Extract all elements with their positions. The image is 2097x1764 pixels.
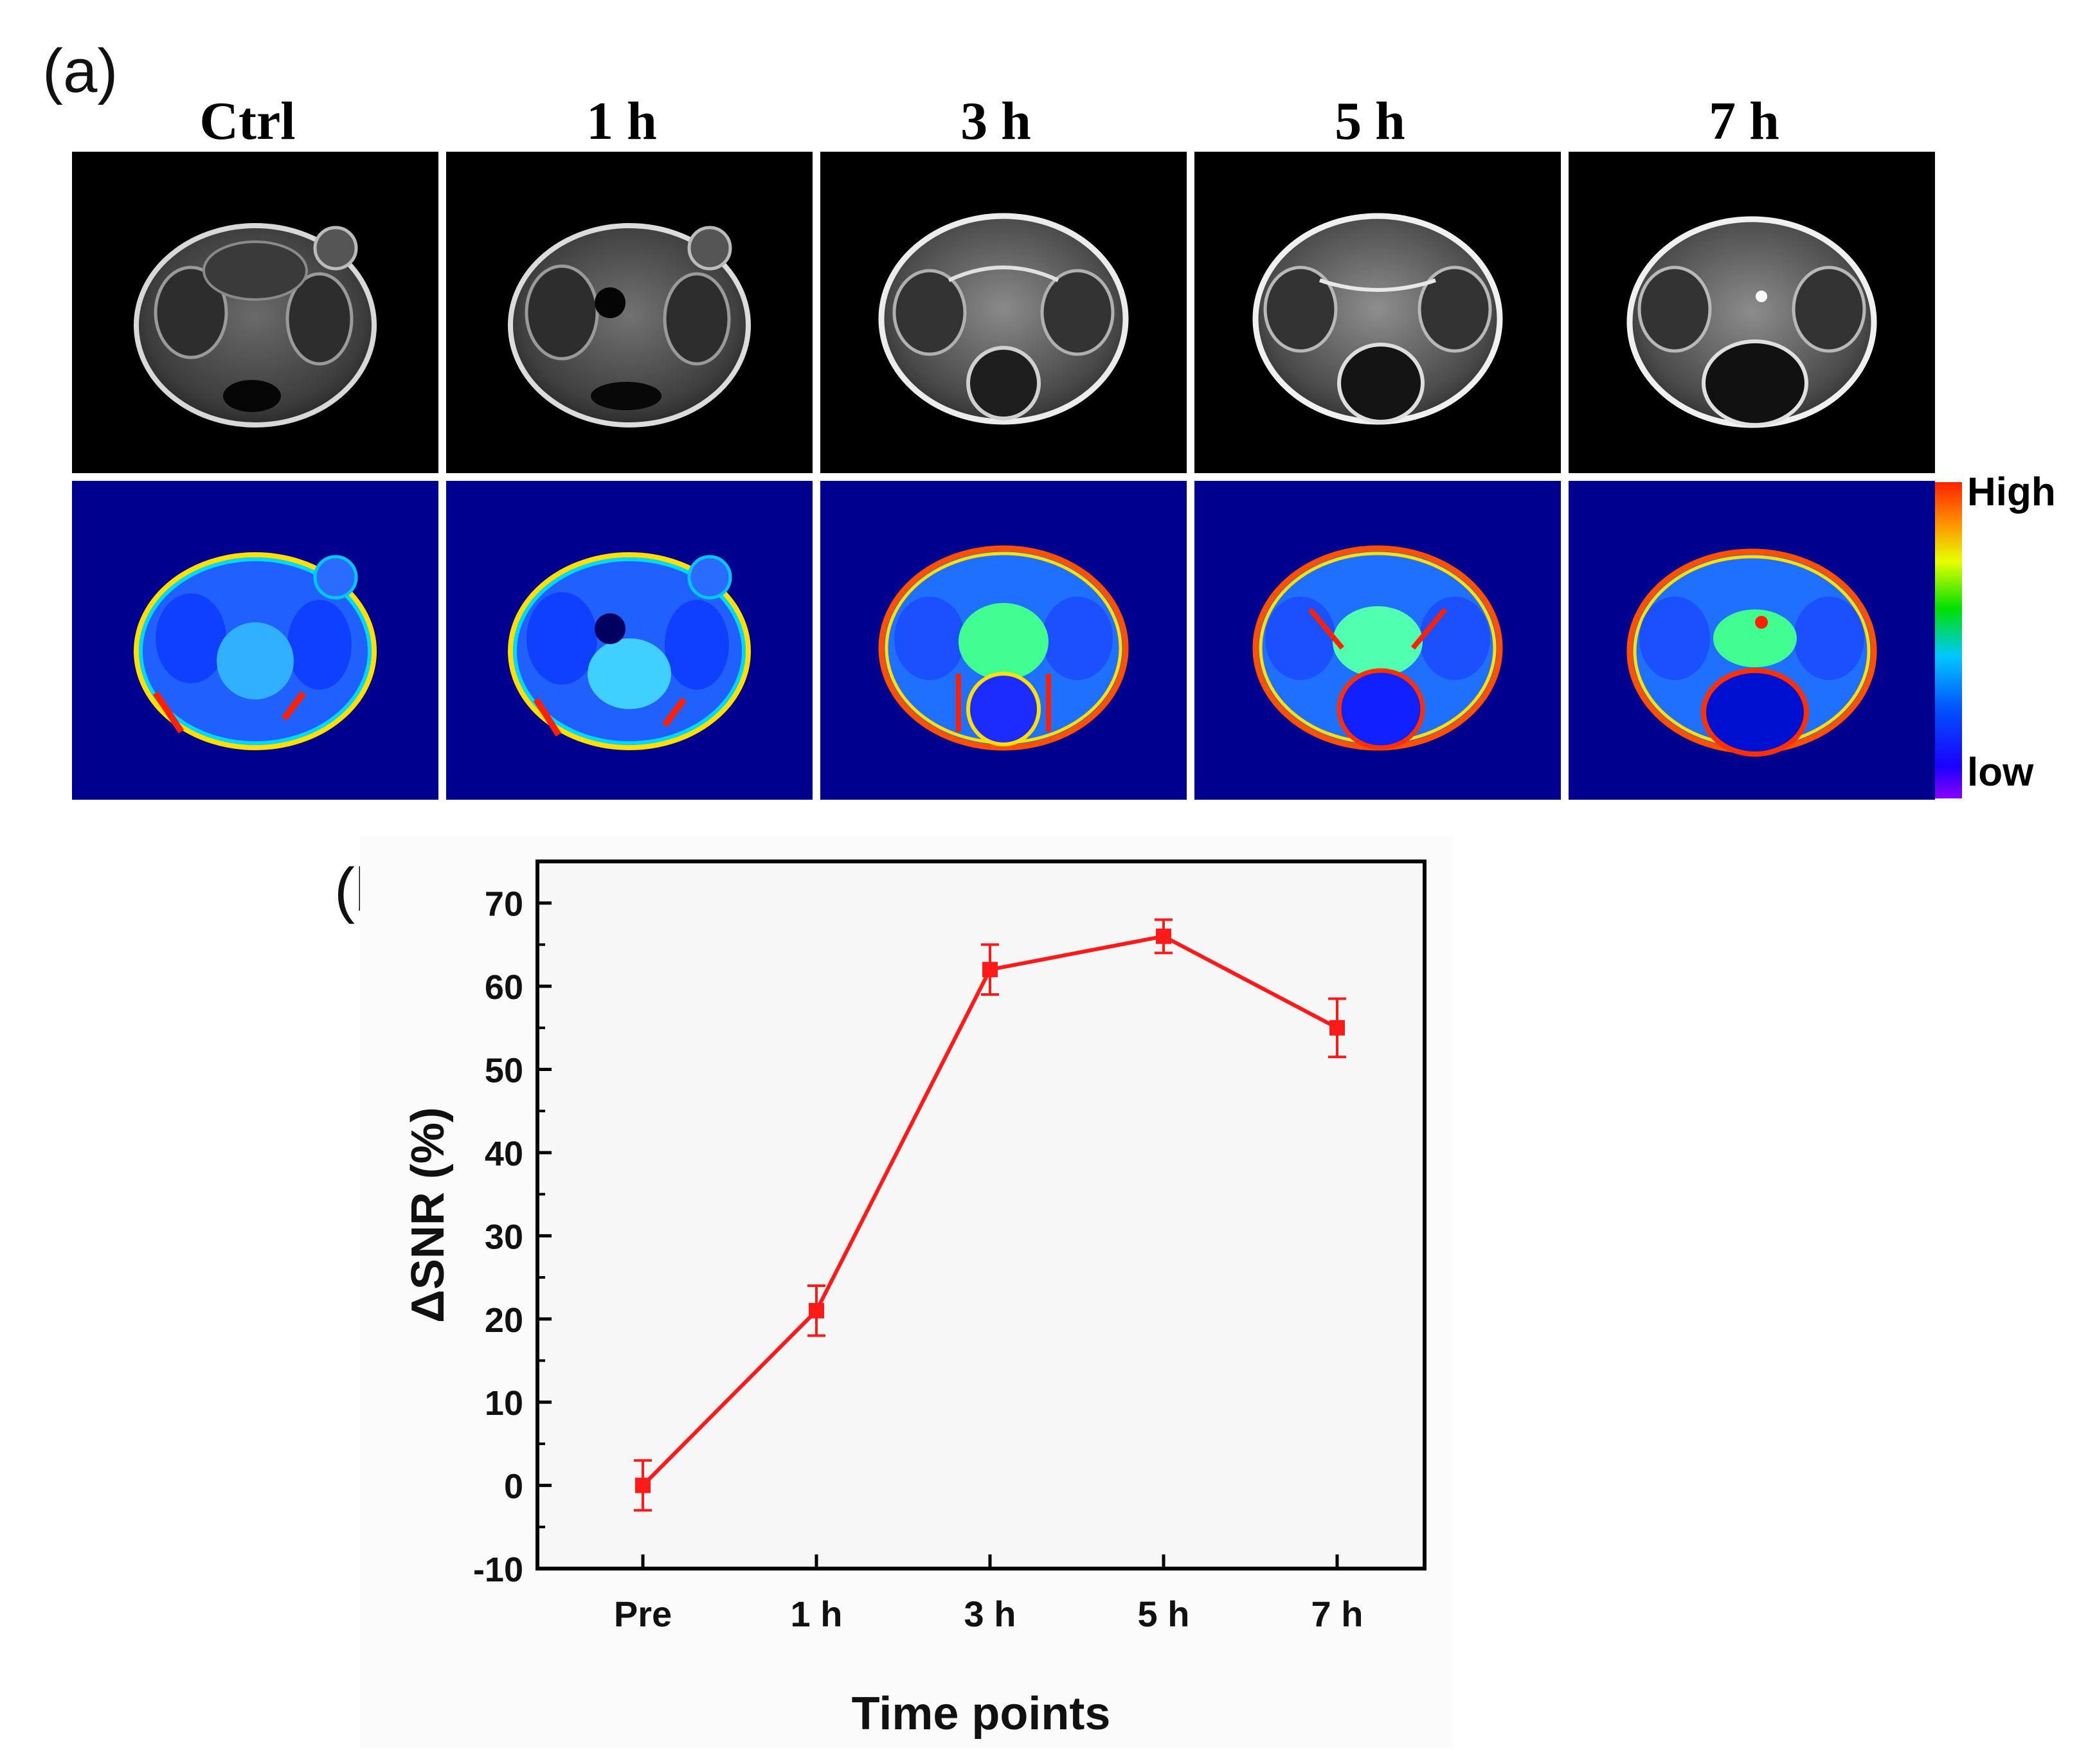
- x-axis-label: Time points: [852, 1688, 1111, 1740]
- mri-image-1h: [446, 152, 813, 473]
- y-axis-label: ΔSNR (%): [402, 1107, 454, 1323]
- x-tick-label: 3 h: [964, 1594, 1016, 1634]
- y-tick-label: 20: [485, 1301, 523, 1340]
- y-tick-label: 0: [504, 1468, 523, 1506]
- column-title-3h: 3 h: [960, 91, 1031, 151]
- x-tick-label: 1 h: [791, 1594, 843, 1634]
- mri-image-7h: [1569, 152, 1935, 473]
- data-point: [1329, 1020, 1345, 1036]
- mri-image-5h: [1194, 152, 1561, 473]
- y-tick-label: 40: [485, 1135, 523, 1173]
- heatmap-image-7h: [1569, 481, 1935, 800]
- column-title-7h: 7 h: [1709, 91, 1779, 151]
- heatmap-image-5h: [1194, 481, 1561, 800]
- y-tick-label: -10: [473, 1551, 523, 1589]
- heatmap-image-1h: [446, 481, 813, 800]
- x-tick-label: Pre: [614, 1594, 672, 1634]
- column-title-1h: 1 h: [586, 91, 657, 151]
- heatmap-image-ctrl: [72, 481, 438, 800]
- y-tick-label: 60: [485, 968, 523, 1007]
- line-chart: -10 0 10 20 30 40 50 60 70 Pre 1 h 3 h 5 h 7 h Time po…: [360, 836, 1453, 1749]
- y-tick-label: 30: [485, 1218, 523, 1256]
- column-title-ctrl: Ctrl: [199, 91, 296, 151]
- x-tick-label: 5 h: [1138, 1594, 1190, 1634]
- data-point: [1156, 928, 1171, 944]
- plot-frame: [536, 860, 1426, 1571]
- data-point: [635, 1477, 651, 1493]
- colorbar: [1935, 482, 1962, 798]
- data-point: [982, 962, 998, 978]
- mri-image-ctrl: [72, 152, 438, 473]
- mri-image-3h: [820, 152, 1187, 473]
- heatmap-image-3h: [820, 481, 1187, 800]
- data-point: [809, 1302, 824, 1318]
- colorbar-low-label: low: [1967, 750, 2034, 795]
- y-tick-label: 10: [485, 1384, 523, 1423]
- y-tick-label: 70: [485, 885, 523, 924]
- x-tick-label: 7 h: [1311, 1594, 1364, 1634]
- panel-a-label: (a): [42, 37, 118, 105]
- column-title-5h: 5 h: [1335, 91, 1405, 151]
- y-tick-label: 50: [485, 1052, 523, 1090]
- colorbar-high-label: High: [1967, 470, 2056, 514]
